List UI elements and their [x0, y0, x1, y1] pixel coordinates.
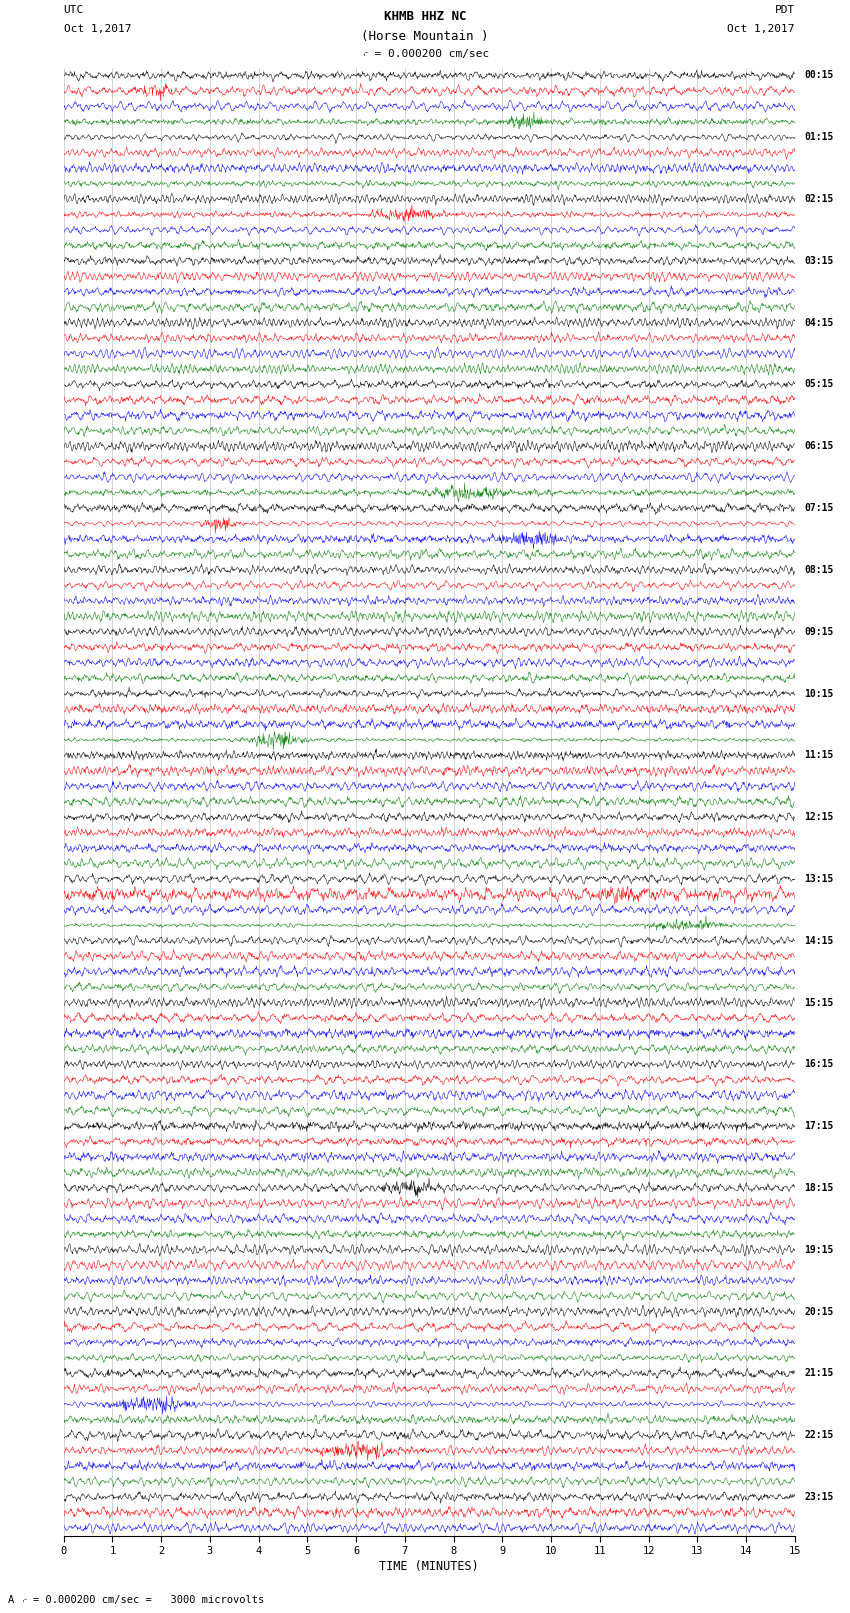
Text: 21:15: 21:15 [804, 1368, 834, 1379]
Text: 05:15: 05:15 [804, 379, 834, 389]
Text: 01:15: 01:15 [804, 132, 834, 142]
Text: UTC: UTC [64, 5, 84, 15]
Text: 10:15: 10:15 [804, 689, 834, 698]
Text: 12:15: 12:15 [804, 811, 834, 823]
Text: 23:15: 23:15 [804, 1492, 834, 1502]
Text: KHMB HHZ NC: KHMB HHZ NC [383, 10, 467, 23]
Text: 19:15: 19:15 [804, 1245, 834, 1255]
Text: 02:15: 02:15 [804, 194, 834, 205]
Text: 08:15: 08:15 [804, 565, 834, 574]
Text: 04:15: 04:15 [804, 318, 834, 327]
Text: 14:15: 14:15 [804, 936, 834, 945]
Text: 11:15: 11:15 [804, 750, 834, 760]
Text: Oct 1,2017: Oct 1,2017 [64, 24, 131, 34]
Text: 06:15: 06:15 [804, 442, 834, 452]
Text: 07:15: 07:15 [804, 503, 834, 513]
Text: 15:15: 15:15 [804, 997, 834, 1008]
Text: 18:15: 18:15 [804, 1182, 834, 1194]
Text: (Horse Mountain ): (Horse Mountain ) [361, 29, 489, 42]
Text: ⌌ = 0.000200 cm/sec: ⌌ = 0.000200 cm/sec [361, 48, 489, 58]
Text: 22:15: 22:15 [804, 1431, 834, 1440]
Text: 16:15: 16:15 [804, 1060, 834, 1069]
Text: Oct 1,2017: Oct 1,2017 [728, 24, 795, 34]
Text: 13:15: 13:15 [804, 874, 834, 884]
Text: PDT: PDT [774, 5, 795, 15]
Text: 03:15: 03:15 [804, 256, 834, 266]
Text: 09:15: 09:15 [804, 627, 834, 637]
Text: A ⌌ = 0.000200 cm/sec =   3000 microvolts: A ⌌ = 0.000200 cm/sec = 3000 microvolts [8, 1595, 264, 1605]
Text: 20:15: 20:15 [804, 1307, 834, 1316]
X-axis label: TIME (MINUTES): TIME (MINUTES) [379, 1560, 479, 1573]
Text: 17:15: 17:15 [804, 1121, 834, 1131]
Text: 00:15: 00:15 [804, 71, 834, 81]
